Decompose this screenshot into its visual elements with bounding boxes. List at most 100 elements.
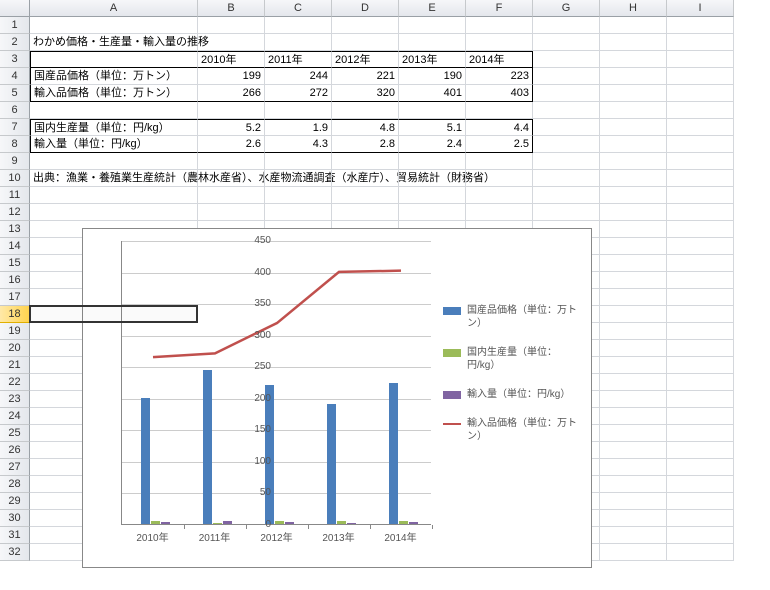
cell[interactable]: 国内生産量（単位：円/kg）: [30, 119, 198, 136]
cell[interactable]: [399, 170, 466, 187]
cell[interactable]: [667, 272, 734, 289]
cell[interactable]: [466, 34, 533, 51]
col-header-C[interactable]: C: [265, 0, 332, 17]
cell[interactable]: [600, 136, 667, 153]
cell[interactable]: [600, 221, 667, 238]
row-header-12[interactable]: 12: [0, 204, 30, 221]
cell[interactable]: [466, 17, 533, 34]
cell[interactable]: [600, 289, 667, 306]
cell[interactable]: [332, 204, 399, 221]
cell[interactable]: 4.4: [466, 119, 533, 136]
cell[interactable]: [198, 102, 265, 119]
cell[interactable]: 国産品価格（単位：万トン）: [30, 68, 198, 85]
cell[interactable]: [667, 408, 734, 425]
col-header-I[interactable]: I: [667, 0, 734, 17]
cell[interactable]: [265, 170, 332, 187]
cell[interactable]: [600, 323, 667, 340]
embedded-chart[interactable]: 0501001502002503003504004502010年2011年201…: [82, 228, 592, 568]
col-header-D[interactable]: D: [332, 0, 399, 17]
cell[interactable]: [667, 221, 734, 238]
cell[interactable]: [600, 102, 667, 119]
row-header-1[interactable]: 1: [0, 17, 30, 34]
cell[interactable]: [600, 544, 667, 561]
cell[interactable]: [265, 17, 332, 34]
cell[interactable]: [667, 170, 734, 187]
cell[interactable]: 2014年: [466, 51, 533, 68]
cell[interactable]: [667, 374, 734, 391]
cell[interactable]: [600, 340, 667, 357]
cell[interactable]: [198, 170, 265, 187]
cell[interactable]: [533, 85, 600, 102]
cell[interactable]: [399, 153, 466, 170]
cell[interactable]: [667, 476, 734, 493]
cell[interactable]: [600, 425, 667, 442]
select-all-corner[interactable]: [0, 0, 30, 17]
cell[interactable]: [332, 102, 399, 119]
cell[interactable]: [533, 68, 600, 85]
cell[interactable]: 輸入品価格（単位：万トン）: [30, 85, 198, 102]
cell[interactable]: [600, 357, 667, 374]
cell[interactable]: [600, 187, 667, 204]
cell[interactable]: [30, 187, 198, 204]
row-header-19[interactable]: 19: [0, 323, 30, 340]
cell[interactable]: 221: [332, 68, 399, 85]
cell[interactable]: [600, 255, 667, 272]
cell[interactable]: [198, 34, 265, 51]
cell[interactable]: [533, 102, 600, 119]
row-header-10[interactable]: 10: [0, 170, 30, 187]
cell[interactable]: 2.5: [466, 136, 533, 153]
cell[interactable]: [198, 204, 265, 221]
cell[interactable]: [399, 34, 466, 51]
cell[interactable]: [198, 153, 265, 170]
cell[interactable]: 出典：漁業・養殖業生産統計（農林水産省）、水産物流通調査（水産庁）、貿易統計（財…: [30, 170, 198, 187]
cell[interactable]: [265, 102, 332, 119]
cell[interactable]: [667, 255, 734, 272]
cell[interactable]: [466, 187, 533, 204]
cell[interactable]: [667, 527, 734, 544]
cell[interactable]: [667, 34, 734, 51]
cell[interactable]: [533, 187, 600, 204]
cell[interactable]: 190: [399, 68, 466, 85]
cell[interactable]: 2012年: [332, 51, 399, 68]
cell[interactable]: [332, 17, 399, 34]
col-header-E[interactable]: E: [399, 0, 466, 17]
row-header-5[interactable]: 5: [0, 85, 30, 102]
cell[interactable]: [600, 476, 667, 493]
col-header-F[interactable]: F: [466, 0, 533, 17]
cell[interactable]: [600, 170, 667, 187]
cell[interactable]: [667, 391, 734, 408]
cell[interactable]: [30, 102, 198, 119]
cell[interactable]: [466, 153, 533, 170]
row-header-14[interactable]: 14: [0, 238, 30, 255]
cell[interactable]: [600, 510, 667, 527]
cell[interactable]: [399, 102, 466, 119]
cell[interactable]: 266: [198, 85, 265, 102]
cell[interactable]: [667, 17, 734, 34]
cell[interactable]: [30, 153, 198, 170]
cell[interactable]: わかめ価格・生産量・輸入量の推移: [30, 34, 198, 51]
cell[interactable]: [600, 391, 667, 408]
cell[interactable]: [600, 68, 667, 85]
cell[interactable]: [667, 204, 734, 221]
row-header-22[interactable]: 22: [0, 374, 30, 391]
cell[interactable]: [399, 204, 466, 221]
row-header-20[interactable]: 20: [0, 340, 30, 357]
cell[interactable]: [600, 34, 667, 51]
cell[interactable]: [466, 204, 533, 221]
cell[interactable]: [667, 68, 734, 85]
cell[interactable]: [667, 442, 734, 459]
cell[interactable]: [600, 238, 667, 255]
cell[interactable]: [600, 119, 667, 136]
row-header-21[interactable]: 21: [0, 357, 30, 374]
cell[interactable]: [667, 323, 734, 340]
cell[interactable]: [265, 34, 332, 51]
cell[interactable]: [332, 170, 399, 187]
cell[interactable]: 401: [399, 85, 466, 102]
cell[interactable]: [600, 374, 667, 391]
col-header-A[interactable]: A: [30, 0, 198, 17]
cell[interactable]: [533, 204, 600, 221]
cell[interactable]: 2.6: [198, 136, 265, 153]
cell[interactable]: 2.8: [332, 136, 399, 153]
row-header-17[interactable]: 17: [0, 289, 30, 306]
col-header-B[interactable]: B: [198, 0, 265, 17]
